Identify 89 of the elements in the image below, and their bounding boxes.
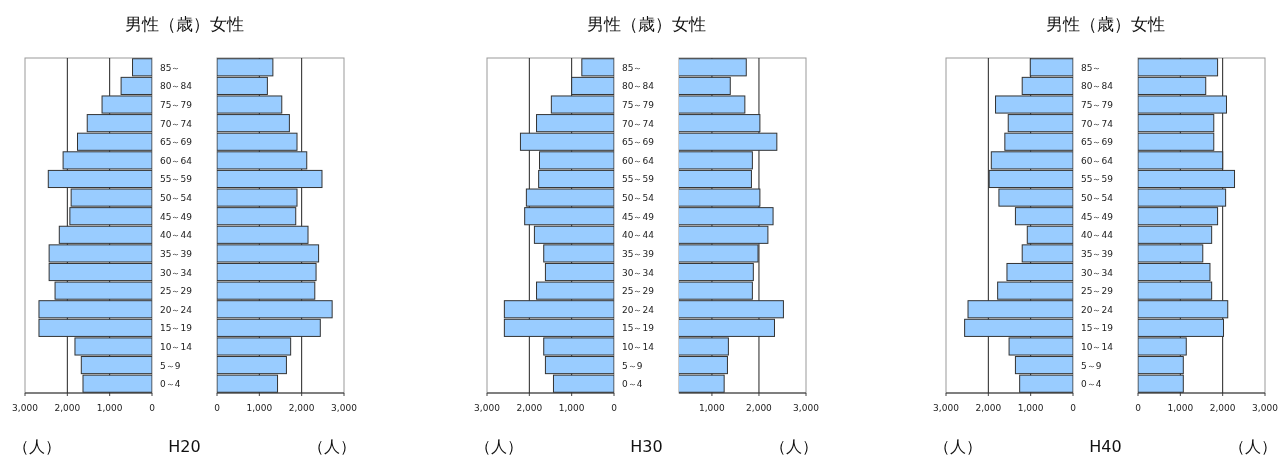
x-tick-label: 2,000: [288, 403, 315, 413]
y-tick-label: 40～44: [622, 230, 655, 241]
y-tick-label: 20～24: [622, 304, 655, 315]
y-tick-label: 70～74: [160, 118, 193, 129]
y-tick-label: 5～9: [622, 360, 643, 371]
y-tick-label: 5～9: [1081, 360, 1102, 371]
x-tick-label: 2,000: [746, 403, 773, 413]
y-tick-label: 80～84: [622, 81, 655, 92]
y-tick-label: 55～59: [622, 174, 655, 185]
y-tick-label: 10～14: [160, 341, 193, 352]
y-tick-label: 10～14: [622, 341, 655, 352]
y-tick-label: 0～4: [622, 379, 643, 390]
y-tick-label: 30～34: [1081, 267, 1114, 278]
y-tick-label: 30～34: [622, 267, 655, 278]
y-tick-label: 60～64: [622, 155, 655, 166]
y-tick-label: 25～29: [622, 286, 655, 297]
x-tick-label: 0: [611, 403, 618, 413]
x-axis-title: （人）: [13, 437, 61, 456]
x-axis-title: （人）: [1229, 437, 1277, 456]
x-tick-label: 3,000: [474, 403, 501, 413]
y-tick-label: 30～34: [160, 267, 193, 278]
x-axis-title: （人）: [475, 437, 523, 456]
x-tick-label: 1,000: [1167, 403, 1194, 413]
y-tick-label: 65～69: [622, 137, 655, 148]
x-tick-label: 2,000: [975, 403, 1002, 413]
x-tick-label: 3,000: [331, 403, 358, 413]
y-tick-label: 60～64: [1081, 155, 1114, 166]
y-tick-label: 20～24: [1081, 304, 1114, 315]
y-tick-label: 0～4: [160, 379, 181, 390]
y-tick-label: 80～84: [1081, 81, 1114, 92]
x-tick-label: 0: [149, 403, 156, 413]
y-tick-label: 10～14: [1081, 341, 1114, 352]
x-tick-label: 0: [1135, 403, 1142, 413]
y-tick-label: 5～9: [160, 360, 181, 371]
x-tick-label: 3,000: [933, 403, 960, 413]
x-tick-label: 2,000: [516, 403, 543, 413]
text: H30: [630, 437, 663, 456]
y-tick-label: 85～: [1081, 62, 1102, 73]
y-tick-label: 55～59: [160, 174, 193, 185]
y-tick-label: 20～24: [160, 304, 193, 315]
x-tick-label: 2,000: [1209, 403, 1236, 413]
y-tick-label: 35～39: [160, 248, 193, 259]
y-tick-label: 70～74: [622, 118, 655, 129]
x-axis-title: （人）: [934, 437, 982, 456]
y-tick-label: 65～69: [1081, 137, 1114, 148]
x-axis-title: （人）: [308, 437, 356, 456]
y-tick-label: 0～4: [1081, 379, 1102, 390]
y-tick-label: 40～44: [160, 230, 193, 241]
x-tick-label: 0: [214, 403, 221, 413]
chart-title: 男性（歳）女性: [1046, 14, 1165, 34]
y-tick-label: 15～19: [1081, 323, 1114, 334]
y-tick-label: 60～64: [160, 155, 193, 166]
y-tick-label: 80～84: [160, 81, 193, 92]
y-tick-label: 35～39: [622, 248, 655, 259]
x-tick-label: 3,000: [12, 403, 39, 413]
text: H40: [1089, 437, 1122, 456]
x-tick-label: 1,000: [246, 403, 273, 413]
y-tick-label: 40～44: [1081, 230, 1114, 241]
y-tick-label: 75～79: [1081, 100, 1114, 111]
y-tick-label: 45～49: [622, 211, 655, 222]
chart-title: 男性（歳）女性: [587, 14, 706, 34]
x-tick-label: 1,000: [96, 403, 123, 413]
y-tick-label: 85～: [622, 62, 643, 73]
y-tick-label: 85～: [160, 62, 181, 73]
x-tick-label: 1,000: [558, 403, 585, 413]
chart-title: 男性（歳）女性: [125, 14, 244, 34]
text: H20: [168, 437, 201, 456]
y-tick-label: 45～49: [1081, 211, 1114, 222]
y-tick-label: 35～39: [1081, 248, 1114, 259]
y-tick-label: 55～59: [1081, 174, 1114, 185]
x-tick-label: 3,000: [793, 403, 820, 413]
y-tick-label: 50～54: [160, 193, 193, 204]
y-tick-label: 50～54: [622, 193, 655, 204]
y-tick-label: 15～19: [622, 323, 655, 334]
y-tick-label: 15～19: [160, 323, 193, 334]
y-tick-label: 25～29: [160, 286, 193, 297]
y-tick-label: 70～74: [1081, 118, 1114, 129]
y-tick-label: 25～29: [1081, 286, 1114, 297]
x-axis-title: （人）: [770, 437, 818, 456]
x-tick-label: 1,000: [1017, 403, 1044, 413]
y-tick-label: 45～49: [160, 211, 193, 222]
y-tick-label: 75～79: [622, 100, 655, 111]
x-tick-label: 0: [1070, 403, 1077, 413]
x-tick-label: 3,000: [1252, 403, 1279, 413]
x-tick-label: 1,000: [699, 403, 726, 413]
y-tick-label: 75～79: [160, 100, 193, 111]
y-tick-label: 50～54: [1081, 193, 1114, 204]
y-tick-label: 65～69: [160, 137, 193, 148]
x-tick-label: 2,000: [54, 403, 81, 413]
